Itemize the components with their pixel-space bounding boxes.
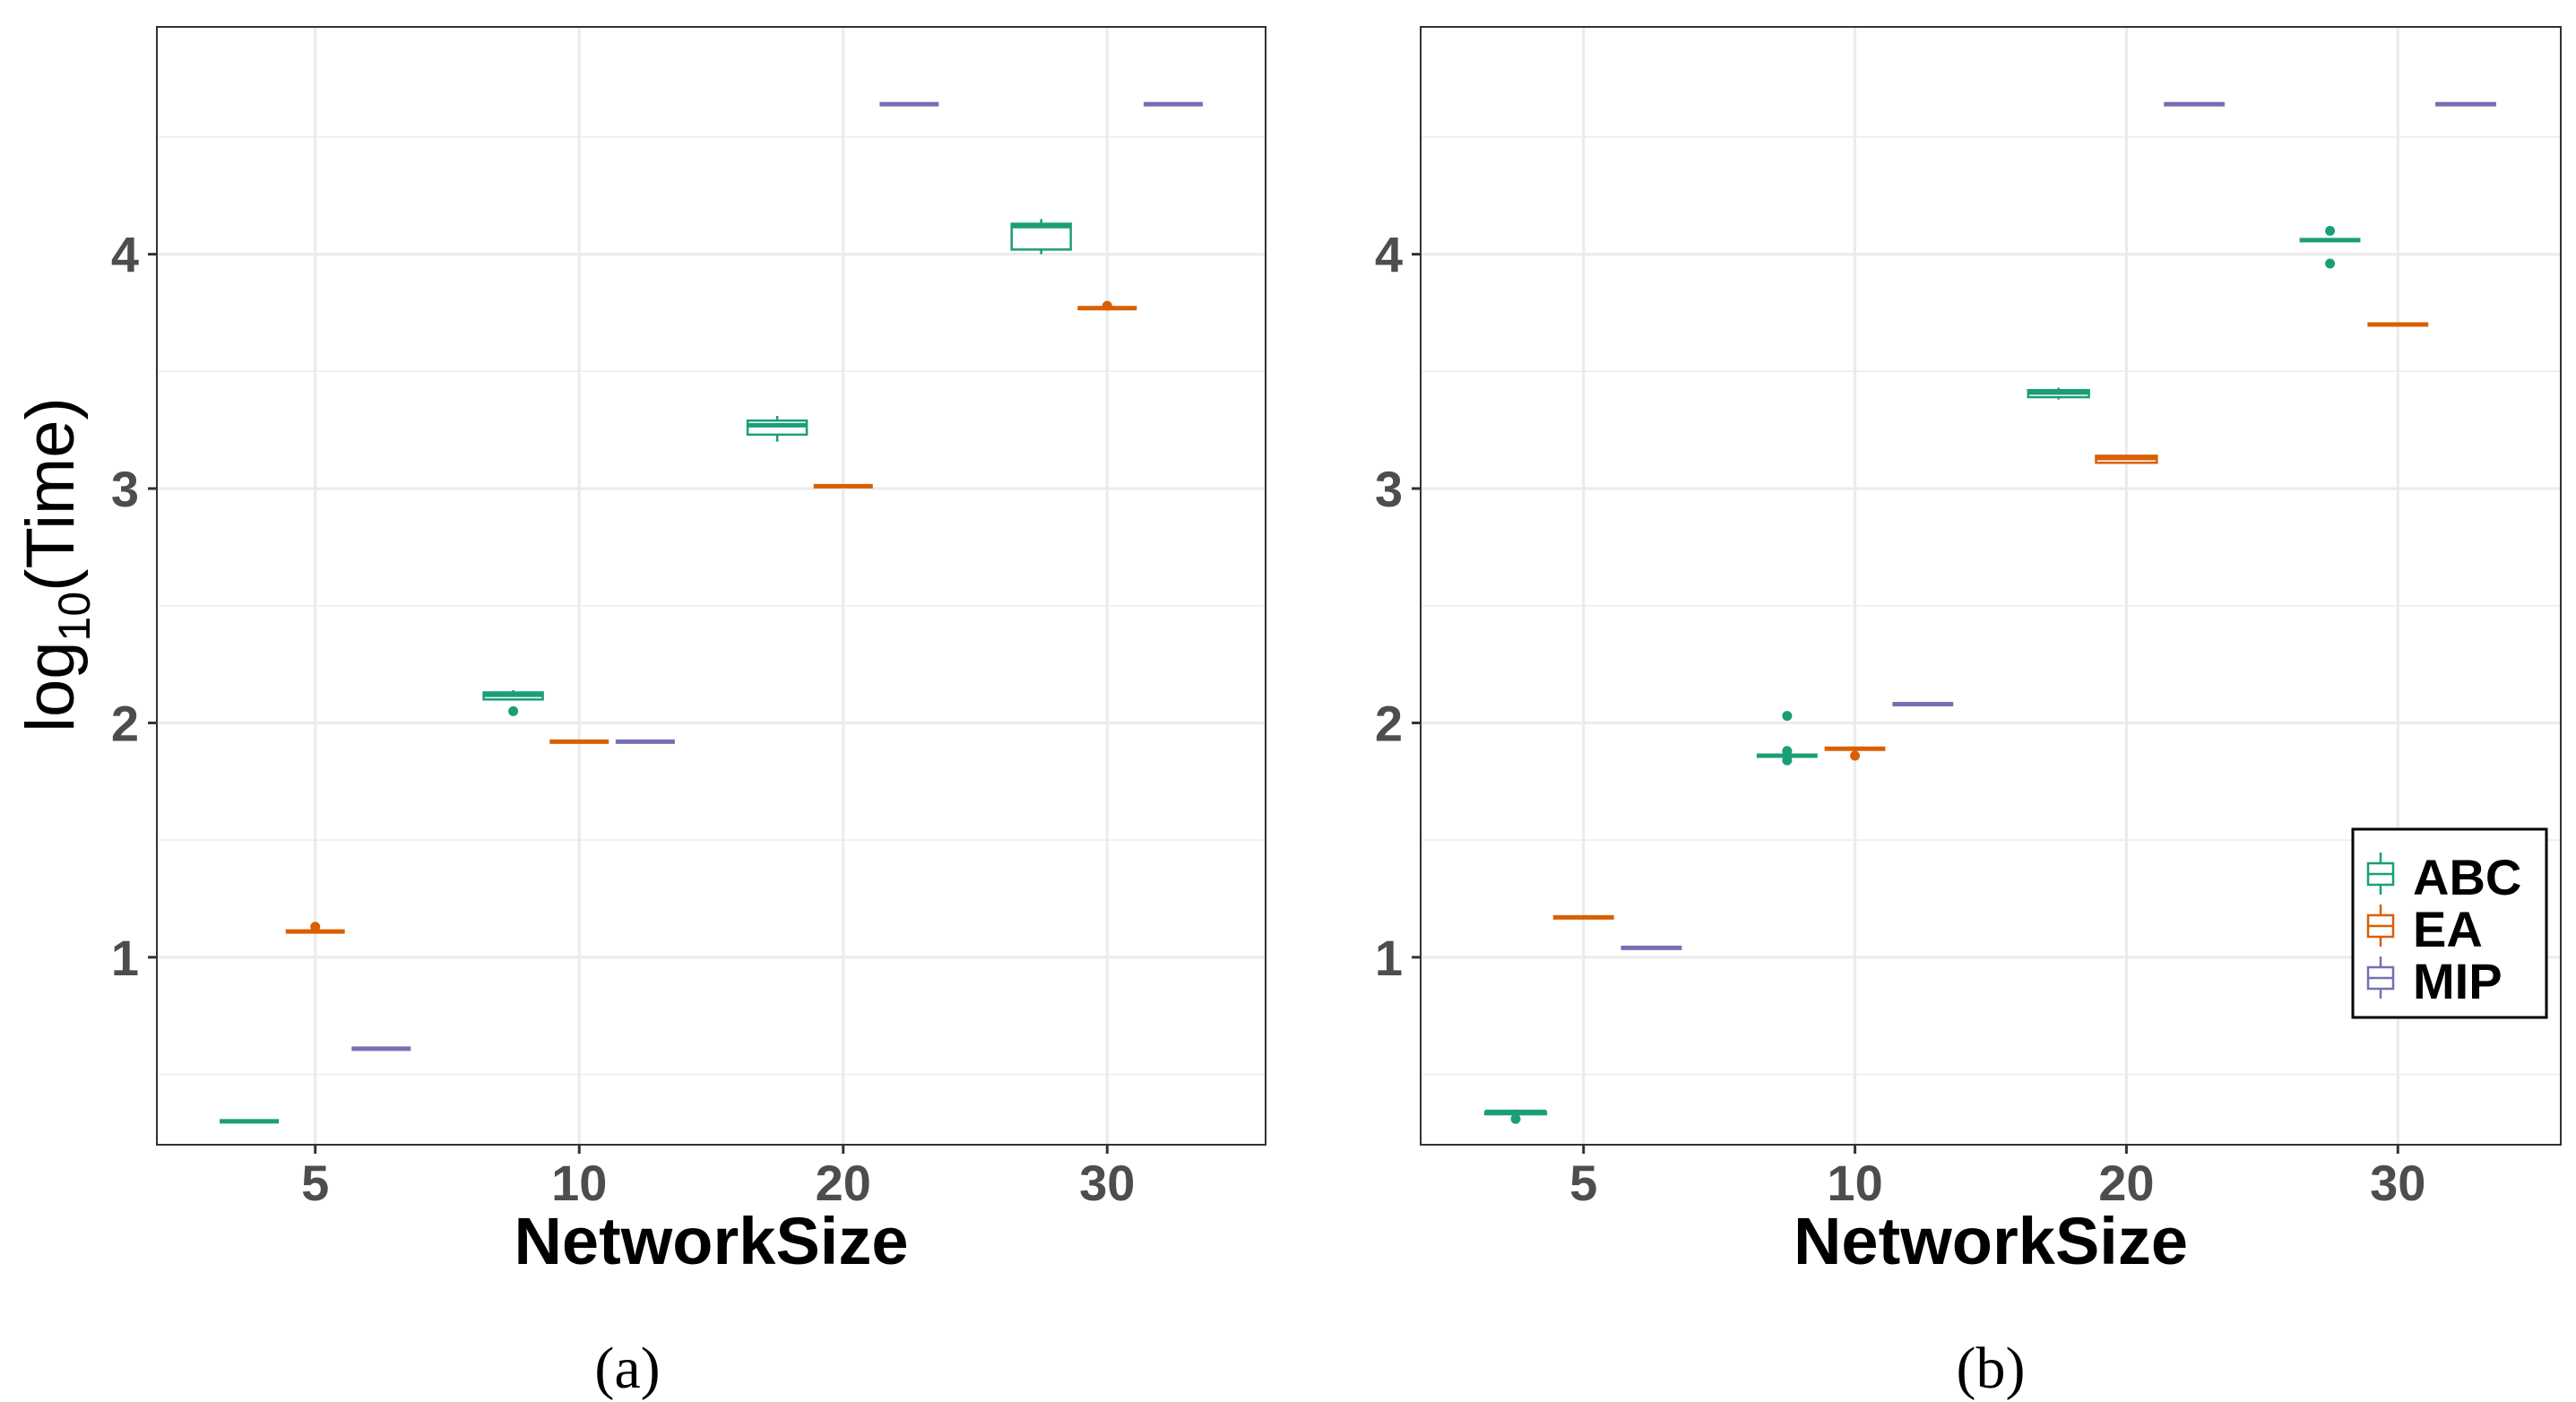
panel-caption: (b) [1957, 1336, 2026, 1401]
y-axis-title-subscript: 10 [49, 592, 99, 642]
x-tick-label: 20 [2098, 1155, 2154, 1211]
panel-background [157, 27, 1266, 1145]
outlier-point [1782, 746, 1793, 757]
box-abc-5 [1483, 1109, 1548, 1124]
box-ea-10 [1824, 746, 1886, 761]
y-tick-label: 2 [1375, 695, 1403, 751]
legend-key-abc [2366, 852, 2395, 895]
x-axis-title: NetworkSize [1794, 1204, 2188, 1278]
legend-label-mip: MIP [2413, 953, 2503, 1009]
panel-border [156, 26, 1266, 1146]
panel-caption: (a) [594, 1336, 660, 1401]
y-tick-label: 4 [1375, 227, 1403, 283]
outlier-point [508, 705, 519, 716]
box-abc-20 [2027, 387, 2090, 400]
panel-a: 1 2 3 4 5 10 20 30 NetworkSize (a) [111, 26, 1266, 1401]
panel-b: 1 2 3 4 5 10 20 30 NetworkSize (b) [1375, 26, 2562, 1401]
legend-key-ea [2366, 904, 2395, 947]
box-ea-5 [285, 922, 345, 934]
box-abc-30 [2299, 225, 2361, 269]
x-tick-label: 20 [816, 1155, 871, 1211]
box-abc-10 [482, 689, 544, 716]
y-tick-label: 2 [111, 695, 139, 751]
outlier-point [1102, 300, 1112, 311]
x-tick-label: 5 [1569, 1155, 1597, 1211]
outlier-point [310, 922, 321, 932]
x-axis-title: NetworkSize [514, 1204, 908, 1278]
box-abc-10 [1756, 711, 1818, 766]
legend-label-abc: ABC [2413, 849, 2521, 905]
y-axis-title: log10(Time) [13, 397, 99, 732]
outlier-point [2325, 225, 2336, 236]
outlier-point [2325, 258, 2336, 269]
y-axis-title-rest: (Time) [13, 397, 89, 592]
box-ea-20 [2095, 454, 2158, 464]
outlier-point [1782, 755, 1793, 766]
y-tick-label: 3 [1375, 461, 1403, 517]
x-tick-label: 10 [1827, 1155, 1882, 1211]
panel-border [1420, 26, 2562, 1146]
x-tick-label: 10 [551, 1155, 607, 1211]
y-tick-label: 1 [1375, 930, 1403, 986]
legend-label-ea: EA [2413, 901, 2483, 957]
x-tick-label: 30 [1079, 1155, 1135, 1211]
legend-key-mip [2366, 956, 2395, 999]
y-axis-title-base: log [13, 641, 89, 731]
y-tick-label: 4 [111, 227, 139, 283]
outlier-point [1510, 1113, 1521, 1124]
box-body [746, 419, 808, 437]
outlier-point [1782, 711, 1793, 722]
box-ea-30 [1077, 300, 1137, 311]
x-tick-label: 5 [301, 1155, 329, 1211]
legend: ABC EA MIP [2351, 827, 2548, 1019]
box-abc-20 [746, 415, 808, 442]
x-tick-label: 30 [2370, 1155, 2425, 1211]
y-tick-label: 1 [111, 930, 139, 986]
outlier-point [1850, 750, 1861, 761]
box-abc-30 [1010, 219, 1072, 255]
y-tick-label: 3 [111, 461, 139, 517]
